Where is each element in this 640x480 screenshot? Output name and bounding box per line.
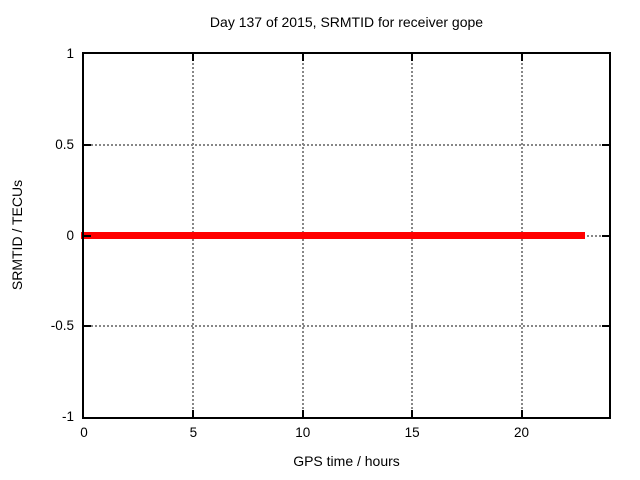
x-tick-label: 15: [404, 425, 420, 440]
y-tick-mark-left: [84, 143, 91, 146]
x-tick-mark-top: [411, 54, 414, 61]
y-tick-label: 1: [66, 46, 74, 61]
x-axis-label: GPS time / hours: [293, 453, 400, 469]
x-tick-label: 0: [80, 425, 88, 440]
data-series-line: [80, 232, 585, 239]
x-tick-mark-bottom: [192, 410, 195, 417]
x-tick-mark-bottom: [411, 410, 414, 417]
x-tick-label: 20: [513, 425, 530, 440]
y-tick-mark-right: [602, 325, 609, 328]
x-tick-mark-bottom: [301, 410, 304, 417]
x-tick-mark-bottom: [520, 410, 523, 417]
gridline-horizontal: [84, 325, 609, 328]
plot-area: [80, 52, 611, 419]
y-tick-label: -0.5: [50, 318, 74, 334]
y-tick-mark-right: [602, 143, 609, 146]
x-tick-mark-top: [301, 54, 304, 61]
y-tick-label: -1: [61, 409, 74, 424]
x-tick-label: 5: [189, 425, 198, 440]
x-tick-mark-top: [192, 54, 195, 61]
y-tick-mark-left: [84, 234, 91, 237]
y-tick-mark-right: [602, 234, 609, 237]
y-tick-mark-left: [84, 325, 91, 328]
y-tick-label: 0: [66, 227, 74, 243]
y-tick-label: 0.5: [55, 136, 74, 152]
gridline-horizontal: [84, 143, 609, 146]
x-tick-mark-top: [520, 54, 523, 61]
x-tick-label: 10: [295, 425, 311, 440]
chart-title: Day 137 of 2015, SRMTID for receiver gop…: [209, 14, 484, 30]
